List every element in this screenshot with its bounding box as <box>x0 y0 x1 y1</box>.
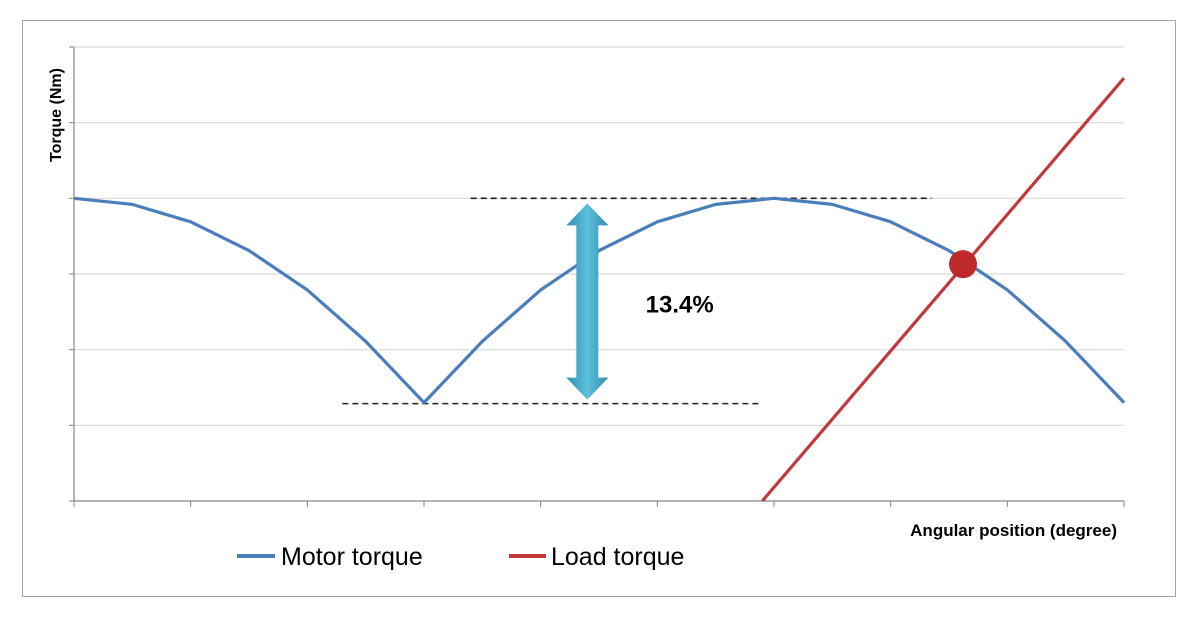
legend-load-label: Load torque <box>551 543 684 571</box>
motor-torque-line <box>73 196 1126 405</box>
operating-point-marker <box>949 250 977 279</box>
ripple-label: 13.4% <box>646 291 714 318</box>
legend-motor-label: Motor torque <box>281 543 423 571</box>
chart-frame <box>22 20 1176 597</box>
load-torque-line <box>761 76 1126 503</box>
y-axis-label: Torque (Nm) <box>48 68 65 162</box>
double-arrow-icon <box>566 203 609 400</box>
x-axis-label: Angular position (degree) <box>910 521 1117 540</box>
